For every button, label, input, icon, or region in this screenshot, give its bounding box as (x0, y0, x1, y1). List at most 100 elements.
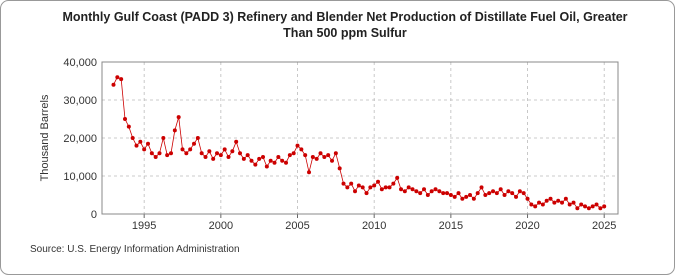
data-point (514, 194, 519, 199)
data-point (261, 155, 266, 159)
y-tick-label: 10,000 (63, 171, 97, 183)
data-point (517, 189, 522, 194)
data-point (138, 139, 143, 144)
data-point (111, 82, 116, 87)
data-point (414, 189, 419, 194)
data-point (215, 151, 220, 156)
data-point (383, 185, 388, 190)
data-point (544, 198, 549, 203)
data-point (406, 185, 411, 190)
data-point (460, 196, 465, 201)
data-point (575, 206, 580, 211)
data-point (303, 153, 308, 158)
data-point (479, 185, 484, 190)
data-point (464, 194, 469, 199)
data-point (399, 187, 404, 192)
data-point (583, 204, 588, 209)
data-point (452, 194, 457, 199)
data-point (498, 187, 503, 192)
data-point (257, 156, 262, 161)
data-point (410, 187, 415, 192)
data-point (284, 160, 289, 165)
data-point (307, 170, 312, 175)
data-point (529, 202, 534, 207)
data-point (364, 191, 369, 196)
data-point (207, 149, 212, 154)
data-point (161, 136, 166, 140)
data-point (188, 147, 193, 152)
data-point (264, 164, 269, 169)
data-point (433, 187, 438, 192)
data-point (287, 153, 292, 158)
x-tick-label: 2015 (439, 220, 463, 232)
x-tick-label: 2005 (285, 220, 309, 232)
data-point (594, 202, 599, 207)
y-tick-label: 0 (91, 209, 97, 221)
data-point (487, 191, 492, 196)
data-point (211, 156, 216, 161)
data-point (345, 185, 350, 190)
data-point (567, 202, 572, 207)
data-point (537, 200, 542, 205)
data-point (295, 143, 300, 148)
data-point (245, 153, 250, 158)
data-point (126, 124, 131, 129)
data-point (165, 153, 170, 158)
data-point (483, 193, 488, 197)
data-point (276, 155, 281, 159)
data-point (184, 151, 189, 156)
data-point (533, 204, 538, 209)
data-point (379, 187, 384, 192)
data-point (425, 193, 430, 197)
data-point (119, 77, 124, 82)
data-point (360, 185, 365, 190)
data-point (602, 204, 607, 209)
data-point (372, 183, 377, 188)
data-point (241, 156, 246, 161)
plot-border (101, 61, 619, 215)
data-point (491, 189, 496, 194)
data-point (253, 162, 258, 167)
data-point (571, 200, 576, 205)
data-point (272, 160, 277, 165)
data-point (402, 189, 407, 194)
data-point (291, 151, 296, 156)
data-point (169, 151, 174, 156)
data-point (249, 158, 254, 163)
chart-title: Monthly Gulf Coast (PADD 3) Refinery and… (62, 10, 627, 40)
data-point (314, 156, 319, 161)
data-point (586, 206, 591, 211)
data-point (368, 185, 373, 190)
x-tick-label: 1995 (132, 220, 156, 232)
data-point (445, 191, 450, 196)
data-point (422, 187, 427, 192)
data-point (556, 198, 561, 203)
data-point (349, 181, 354, 186)
data-point (448, 193, 453, 197)
data-point (391, 181, 396, 186)
data-point (123, 117, 128, 121)
y-tick-label: 30,000 (63, 95, 97, 107)
data-point (192, 141, 197, 146)
data-point (157, 151, 162, 156)
data-point (318, 151, 323, 156)
data-point (475, 191, 480, 196)
data-point (195, 136, 200, 140)
x-tick-label: 2000 (209, 220, 233, 232)
data-point (153, 155, 158, 159)
data-point (540, 202, 545, 207)
data-point (395, 175, 400, 180)
data-point (494, 191, 499, 196)
data-point (356, 183, 361, 188)
x-tick-label: 2025 (592, 220, 616, 232)
data-point (471, 196, 476, 201)
data-point (130, 136, 135, 140)
y-tick-label: 20,000 (63, 133, 97, 145)
data-point (560, 200, 565, 205)
data-point (506, 189, 511, 194)
data-point (429, 189, 434, 194)
data-point (333, 151, 338, 156)
data-point (142, 147, 147, 152)
data-point (176, 115, 181, 120)
data-point (502, 193, 507, 197)
